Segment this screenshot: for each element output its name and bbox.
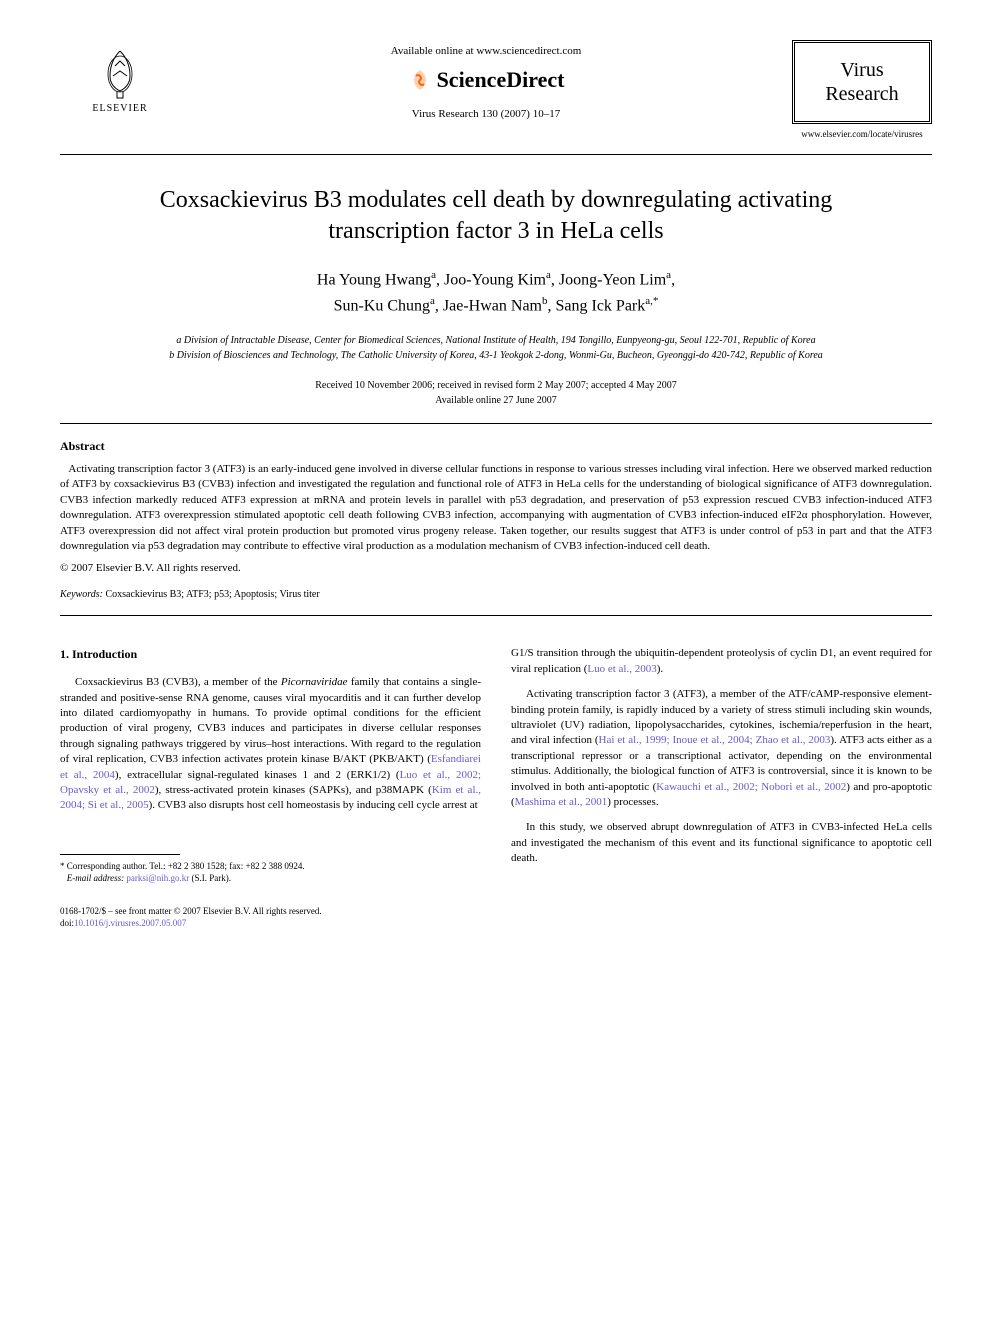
affiliations-block: a Division of Intractable Disease, Cente… <box>60 333 932 363</box>
left-column: 1. Introduction Coxsackievirus B3 (CVB3)… <box>60 646 481 885</box>
email-line: E-mail address: parksi@nih.go.kr (S.I. P… <box>60 872 481 885</box>
intro-para-2: G1/S transition through the ubiquitin-de… <box>511 646 932 677</box>
para1-b: family that contains a single-stranded a… <box>60 676 481 765</box>
keywords-block: Keywords: Coxsackievirus B3; ATF3; p53; … <box>60 589 932 600</box>
content-columns: 1. Introduction Coxsackievirus B3 (CVB3)… <box>60 646 932 885</box>
sciencedirect-icon <box>408 68 432 92</box>
intro-para-3: Activating transcription factor 3 (ATF3)… <box>511 687 932 810</box>
abstract-text: Activating transcription factor 3 (ATF3)… <box>60 462 932 554</box>
citation-text: Virus Research 130 (2007) 10–17 <box>412 108 560 120</box>
ref-hai-inoue-zhao[interactable]: Hai et al., 1999; Inoue et al., 2004; Zh… <box>599 734 831 746</box>
doi-label: doi: <box>60 918 74 928</box>
ref-kawauchi-nobori[interactable]: Kawauchi et al., 2002; Nobori et al., 20… <box>656 781 846 793</box>
journal-name-line2: Research <box>805 82 919 106</box>
para1-c: ), extracellular signal-regulated kinase… <box>115 769 400 781</box>
keywords-text: Coxsackievirus B3; ATF3; p53; Apoptosis;… <box>103 589 320 600</box>
intro-para-4: In this study, we observed abrupt downre… <box>511 820 932 866</box>
para2-b: ). <box>657 663 663 675</box>
received-date: Received 10 November 2006; received in r… <box>60 378 932 393</box>
elsevier-logo: ELSEVIER <box>85 40 155 120</box>
elsevier-tree-icon <box>95 46 145 101</box>
abstract-divider-top <box>60 423 932 424</box>
author-5: , Jae-Hwan Nam <box>435 297 542 314</box>
footnote-block: * Corresponding author. Tel.: +82 2 380 … <box>60 860 481 885</box>
author-6: , Sang Ick Park <box>548 297 646 314</box>
intro-para-1: Coxsackievirus B3 (CVB3), a member of th… <box>60 675 481 814</box>
available-date: Available online 27 June 2007 <box>60 393 932 408</box>
para3-d: ) processes. <box>607 796 658 808</box>
para1-e: ). CVB3 also disrupts host cell homeosta… <box>149 799 478 811</box>
para2-a: G1/S transition through the ubiquitin-de… <box>511 647 932 674</box>
email-link[interactable]: parksi@nih.go.kr <box>126 873 189 883</box>
sciencedirect-text: ScienceDirect <box>437 67 565 93</box>
affiliation-a: a Division of Intractable Disease, Cente… <box>60 333 932 348</box>
copyright-text: © 2007 Elsevier B.V. All rights reserved… <box>60 562 932 574</box>
dates-block: Received 10 November 2006; received in r… <box>60 378 932 408</box>
ref-mashima[interactable]: Mashima et al., 2001 <box>515 796 608 808</box>
ref-luo-2003[interactable]: Luo et al., 2003 <box>587 663 656 675</box>
journal-block: Virus Research www.elsevier.com/locate/v… <box>792 40 932 139</box>
header-divider <box>60 154 932 155</box>
keywords-label: Keywords: <box>60 589 103 600</box>
header-center: Available online at www.sciencedirect.co… <box>180 40 792 125</box>
author-3: , Joong-Yeon Lim <box>551 272 666 289</box>
para1-d: ), stress-activated protein kinases (SAP… <box>155 784 432 796</box>
para1-a: Coxsackievirus B3 (CVB3), a member of th… <box>75 676 281 688</box>
page-header: ELSEVIER Available online at www.science… <box>60 40 932 139</box>
journal-url: www.elsevier.com/locate/virusres <box>801 129 922 139</box>
author-1: Ha Young Hwang <box>317 272 431 289</box>
email-suffix: (S.I. Park). <box>189 873 231 883</box>
journal-box: Virus Research <box>792 40 932 124</box>
author-6-sup: a,* <box>645 295 658 307</box>
issn-line: 0168-1702/$ – see front matter © 2007 El… <box>60 905 932 918</box>
sciencedirect-logo: ScienceDirect <box>408 67 565 93</box>
abstract-divider-bottom <box>60 615 932 616</box>
bottom-info: 0168-1702/$ – see front matter © 2007 El… <box>60 905 932 930</box>
elsevier-block: ELSEVIER <box>60 40 180 120</box>
email-label: E-mail address: <box>67 873 124 883</box>
abstract-heading: Abstract <box>60 439 932 454</box>
doi-line: doi:10.1016/j.virusres.2007.05.007 <box>60 917 932 930</box>
authors-block: Ha Young Hwanga, Joo-Young Kima, Joong-Y… <box>60 267 932 318</box>
elsevier-label: ELSEVIER <box>92 103 147 114</box>
para1-italic: Picornaviridae <box>281 676 348 688</box>
footnote-divider <box>60 854 180 855</box>
available-online-text: Available online at www.sciencedirect.co… <box>391 45 582 57</box>
author-3-comma: , <box>671 272 675 289</box>
right-column: G1/S transition through the ubiquitin-de… <box>511 646 932 885</box>
author-4: Sun-Ku Chung <box>334 297 430 314</box>
corresponding-author: * Corresponding author. Tel.: +82 2 380 … <box>60 860 481 873</box>
author-2: , Joo-Young Kim <box>436 272 546 289</box>
abstract-body: Activating transcription factor 3 (ATF3)… <box>60 463 932 552</box>
journal-name-line1: Virus <box>805 58 919 82</box>
article-title: Coxsackievirus B3 modulates cell death b… <box>100 185 892 247</box>
affiliation-b: b Division of Biosciences and Technology… <box>60 348 932 363</box>
section-1-heading: 1. Introduction <box>60 646 481 663</box>
doi-link[interactable]: 10.1016/j.virusres.2007.05.007 <box>74 918 186 928</box>
